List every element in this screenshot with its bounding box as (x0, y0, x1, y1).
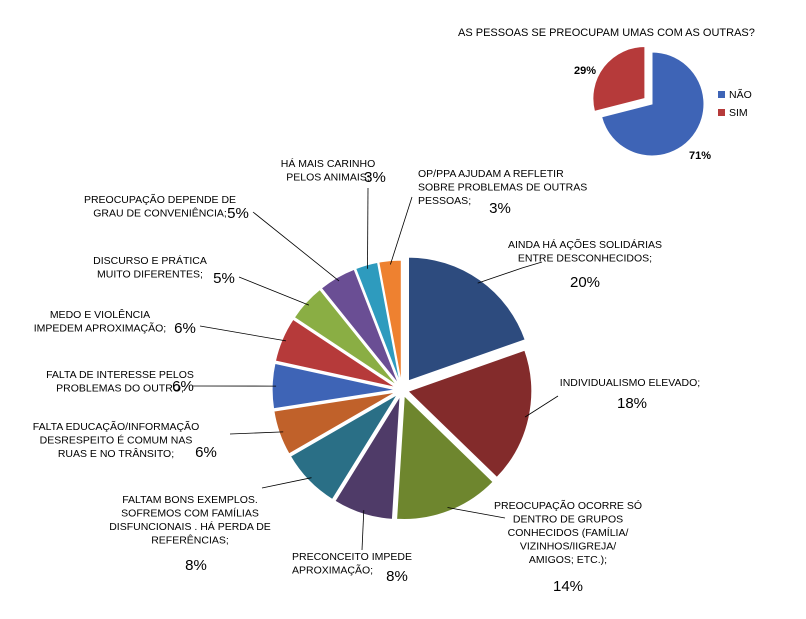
slice-label-4: PRECONCEITO IMPEDE APROXIMAÇÃO; (292, 551, 412, 577)
slice-label-10: PREOCUPAÇÃO DEPENDE DE GRAU DE CONVENIÊNC… (84, 193, 236, 220)
small-pie-percent-labels: 71% 29% (574, 65, 711, 162)
slice-label-5: FALTAM BONS EXEMPLOS. SOFREMOS COM FAMÍLI… (109, 494, 271, 547)
slice-label-9: DISCURSO E PRÁTICA MUITO DIFERENTES; (93, 254, 207, 281)
slice-percent-1: 20% (570, 274, 600, 291)
slice-label-6: FALTA EDUCAÇÃO/INFORMAÇÃO DESRESPEITO É C… (33, 420, 199, 460)
leader-line-10 (252, 211, 340, 282)
leader-line-2 (524, 395, 559, 418)
slice-percent-5: 8% (185, 557, 207, 574)
slice-label-7: FALTA DE INTERESSE PELOS PROBLEMAS DO OUT… (46, 369, 194, 395)
leader-line-8 (199, 325, 287, 342)
slice-percent-2: 18% (617, 395, 647, 412)
small-pie-percent-2: 29% (574, 65, 596, 77)
small-pie-legend: NÃO SIM (718, 88, 752, 119)
leader-line-4 (361, 510, 365, 551)
leader-line-6 (229, 431, 284, 435)
main-pie-chart (271, 256, 533, 521)
slice-percent-12: 3% (489, 200, 511, 217)
main-pie-leader-lines (192, 187, 559, 551)
pie-slice-5 (289, 393, 399, 501)
slice-label-2: INDIVIDUALISMO ELEVADO; (560, 377, 700, 389)
pie-slice-10 (320, 268, 400, 386)
slice-label-1: AINDA HÁ AÇÕES SOLIDÁRIAS ENTRE DESCONHEC… (508, 238, 662, 265)
leader-line-9 (238, 276, 310, 306)
pie-slice-12 (378, 259, 402, 385)
slice-label-3: PREOCUPAÇÃO OCORRE SÓ DENTRO DE GRUPOS CON… (494, 499, 642, 566)
pie-slice-4 (334, 395, 401, 521)
pie-slice-9 (293, 288, 399, 387)
pie-slice-8 (274, 318, 397, 389)
main-pie-labels: AINDA HÁ AÇÕES SOLIDÁRIAS ENTRE DESCONHEC… (33, 157, 700, 595)
leader-line-12 (390, 196, 413, 265)
slice-percent-8: 6% (174, 320, 196, 337)
small-pie-percent-1: 71% (689, 150, 711, 162)
pie-slice-2 (406, 349, 533, 479)
small-pie-title: AS PESSOAS SE PREOCUPAM UMAS COM AS OUTR… (458, 27, 755, 39)
slice-percent-6: 6% (195, 444, 217, 461)
leader-line-11 (367, 187, 369, 269)
small-pie-slice-não (600, 51, 705, 157)
pie-slice-6 (273, 391, 397, 455)
slice-percent-9: 5% (213, 270, 235, 287)
slice-percent-4: 8% (386, 568, 408, 585)
slice-label-11: HÁ MAIS CARINHO PELOS ANIMAIS; (281, 157, 376, 184)
slice-label-12: OP/PPA AJUDAM A REFLETIR SOBRE PROBLEMAS … (418, 168, 587, 207)
slice-percent-7: 6% (172, 378, 194, 395)
small-pie-slice-sim (592, 45, 646, 113)
slice-label-8: MEDO E VIOLÊNCIA IMPEDEM APROXIMAÇÃO; (34, 308, 166, 335)
legend-label-2: SIM (729, 107, 748, 119)
small-pie-slices (592, 45, 705, 157)
pie-slice-1 (407, 256, 527, 382)
legend-swatch-2 (718, 109, 725, 116)
small-pie-chart: AS PESSOAS SE PREOCUPAM UMAS COM AS OUTR… (458, 27, 755, 162)
pie-slice-3 (395, 394, 495, 521)
slice-percent-10: 5% (227, 205, 249, 222)
slice-percent-3: 14% (553, 578, 583, 595)
leader-line-1 (477, 261, 543, 284)
leader-line-5 (261, 477, 312, 489)
slice-percent-11: 3% (364, 169, 386, 186)
legend-swatch-1 (718, 91, 725, 98)
leader-line-3 (447, 507, 506, 519)
pie-slice-11 (354, 261, 401, 385)
legend-label-1: NÃO (729, 88, 752, 101)
